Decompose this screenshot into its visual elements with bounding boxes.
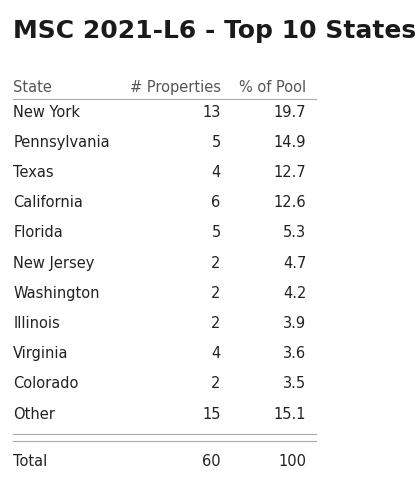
Text: 12.6: 12.6 [274,195,306,210]
Text: Total: Total [13,454,47,469]
Text: New York: New York [13,105,80,120]
Text: 5: 5 [211,135,220,150]
Text: # Properties: # Properties [130,80,220,95]
Text: Virginia: Virginia [13,346,69,361]
Text: 100: 100 [278,454,306,469]
Text: Pennsylvania: Pennsylvania [13,135,110,150]
Text: 3.6: 3.6 [283,346,306,361]
Text: 4.7: 4.7 [283,256,306,271]
Text: 5: 5 [211,225,220,241]
Text: 2: 2 [211,286,220,301]
Text: 2: 2 [211,316,220,331]
Text: 19.7: 19.7 [274,105,306,120]
Text: 2: 2 [211,376,220,392]
Text: 4.2: 4.2 [283,286,306,301]
Text: Florida: Florida [13,225,63,241]
Text: 6: 6 [211,195,220,210]
Text: 4: 4 [211,346,220,361]
Text: Other: Other [13,407,55,422]
Text: New Jersey: New Jersey [13,256,94,271]
Text: 60: 60 [202,454,220,469]
Text: MSC 2021-L6 - Top 10 States: MSC 2021-L6 - Top 10 States [13,19,416,43]
Text: 13: 13 [202,105,220,120]
Text: 14.9: 14.9 [274,135,306,150]
Text: California: California [13,195,83,210]
Text: 12.7: 12.7 [273,165,306,180]
Text: 3.5: 3.5 [283,376,306,392]
Text: 15.1: 15.1 [274,407,306,422]
Text: Texas: Texas [13,165,54,180]
Text: % of Pool: % of Pool [239,80,306,95]
Text: 5.3: 5.3 [283,225,306,241]
Text: Colorado: Colorado [13,376,79,392]
Text: 2: 2 [211,256,220,271]
Text: Washington: Washington [13,286,100,301]
Text: 15: 15 [202,407,220,422]
Text: 4: 4 [211,165,220,180]
Text: 3.9: 3.9 [283,316,306,331]
Text: State: State [13,80,52,95]
Text: Illinois: Illinois [13,316,60,331]
